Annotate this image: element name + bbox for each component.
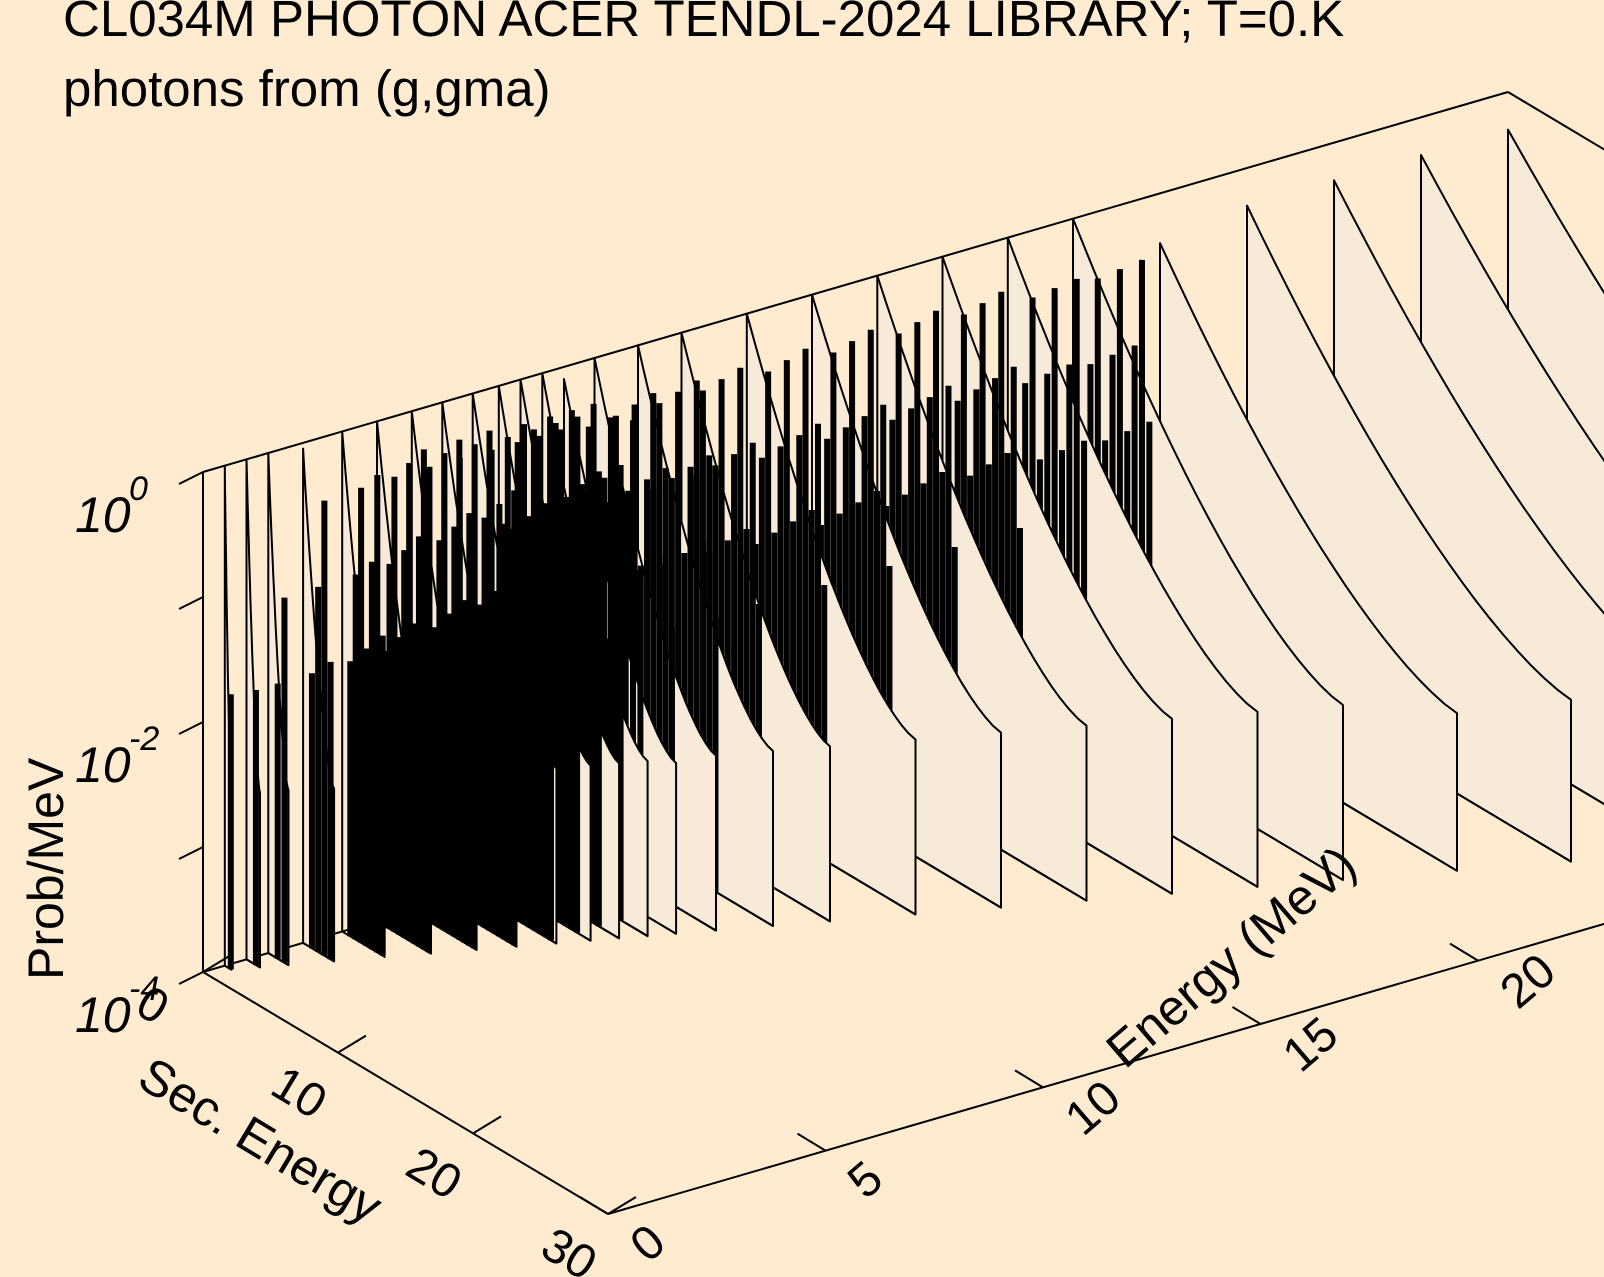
chart-title-line2: photons from (g,gma) <box>63 60 551 117</box>
slice-base <box>376 920 432 955</box>
y-tick-mark <box>472 1115 502 1135</box>
y-tick-mark <box>202 954 232 973</box>
z-tick-exponent: 0 <box>129 470 148 508</box>
slice <box>223 464 234 971</box>
z-tick-mark <box>178 596 204 610</box>
x-tick-label: 20 <box>1491 944 1566 1019</box>
slices-group <box>223 128 1604 971</box>
z-tick-label: 10 <box>75 987 131 1043</box>
x-tick-label: 0 <box>621 1215 676 1273</box>
y-tick-mark <box>337 1034 367 1054</box>
slice-base <box>245 958 261 969</box>
y-tick-mark <box>607 1196 637 1215</box>
x-tick-mark <box>796 1132 827 1152</box>
z-tick-exponent: -2 <box>129 720 159 758</box>
z-tick-mark <box>178 846 204 860</box>
x-tick-mark <box>579 1196 609 1215</box>
slice-base <box>224 964 233 971</box>
z-tick-label: 10 <box>75 737 131 793</box>
slice-base <box>267 952 290 966</box>
chart-title-line1: CL034M PHOTON ACER TENDL-2024 LIBRARY; T… <box>63 0 1344 47</box>
slice <box>376 420 432 955</box>
slice <box>267 452 290 967</box>
slice <box>341 430 386 959</box>
x-tick-mark <box>1449 942 1479 962</box>
box-top-back-edge <box>202 91 1509 473</box>
z-tick-mark <box>178 971 204 985</box>
slice <box>245 458 261 969</box>
x-tick-mark <box>1014 1069 1044 1089</box>
z-tick-mark <box>178 471 204 485</box>
z-tick-exponent: -4 <box>129 970 159 1008</box>
x-tick-label: 10 <box>1056 1071 1131 1146</box>
x-tick-label: 5 <box>838 1151 893 1209</box>
y-axis-label: Sec. Energy <box>129 1046 391 1234</box>
box-top-right-edge <box>1507 91 1604 151</box>
z-tick-mark <box>178 721 204 735</box>
x-tick-mark <box>1231 1006 1262 1025</box>
z-tick-label: 10 <box>75 487 131 543</box>
y-axis-line <box>202 971 609 1215</box>
y-tick-label: 30 <box>532 1218 605 1277</box>
slice-base <box>341 930 386 959</box>
x-tick-label: 15 <box>1273 1007 1348 1082</box>
slice-base <box>302 942 335 963</box>
slice <box>302 447 336 963</box>
y-tick-label: 20 <box>397 1137 470 1210</box>
z-axis-label: Prob/MeV <box>18 757 74 980</box>
